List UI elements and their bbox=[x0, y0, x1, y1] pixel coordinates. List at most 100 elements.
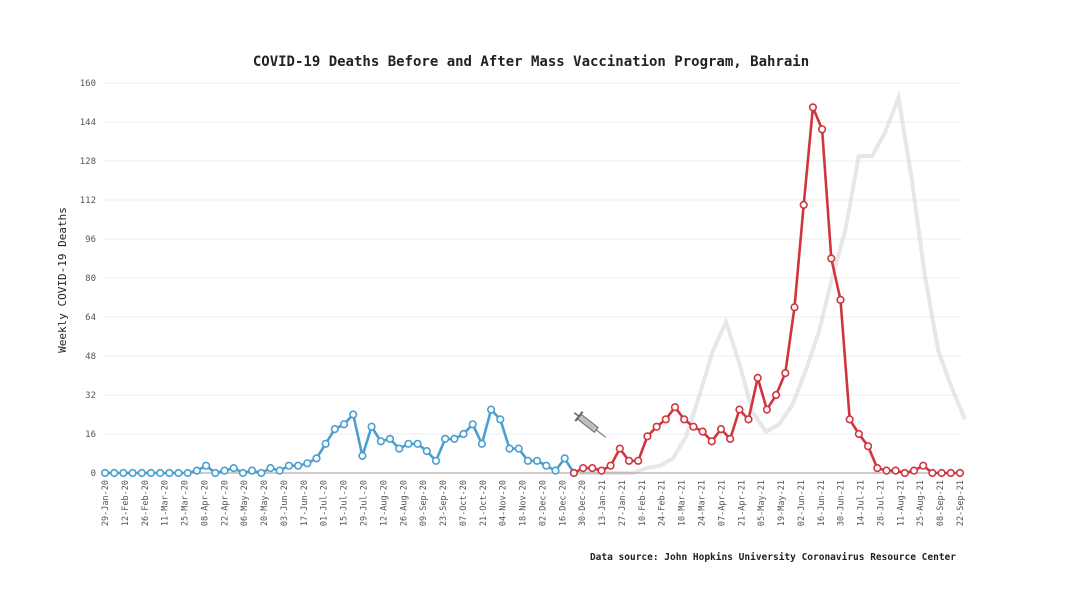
data-point bbox=[808, 103, 818, 112]
x-tick-label: 10-Feb-21 bbox=[638, 480, 648, 526]
x-tick-label: 08-Apr-20 bbox=[200, 480, 210, 526]
data-point bbox=[716, 425, 726, 434]
x-tick-label: 29-Jan-20 bbox=[101, 480, 111, 526]
data-point bbox=[165, 468, 174, 478]
data-point bbox=[532, 456, 542, 465]
data-point bbox=[477, 439, 487, 448]
x-tick-label: 03-Jun-20 bbox=[280, 480, 290, 526]
x-tick-label: 07-Oct-20 bbox=[459, 480, 469, 526]
data-point bbox=[248, 466, 257, 475]
data-point bbox=[606, 461, 615, 470]
x-tick-label: 11-Aug-21 bbox=[896, 480, 906, 526]
x-tick-label: 13-Jan-21 bbox=[598, 480, 608, 526]
data-point bbox=[624, 456, 634, 465]
x-tick-label: 02-Jun-21 bbox=[797, 480, 807, 526]
data-point bbox=[174, 468, 183, 478]
data-point bbox=[294, 461, 303, 470]
data-source-note: Data source: John Hopkins University Cor… bbox=[590, 552, 956, 563]
data-point bbox=[707, 437, 716, 446]
data-point bbox=[680, 415, 689, 424]
data-point bbox=[183, 468, 192, 478]
data-point bbox=[431, 456, 441, 465]
x-tick-label: 29-Jul-20 bbox=[359, 480, 369, 526]
data-point bbox=[946, 468, 955, 478]
data-point bbox=[845, 415, 854, 424]
data-point bbox=[110, 468, 119, 478]
x-tick-label: 01-Jul-20 bbox=[320, 480, 330, 526]
data-point bbox=[358, 451, 367, 461]
data-point bbox=[670, 403, 680, 412]
data-point bbox=[955, 468, 965, 478]
data-point bbox=[514, 444, 523, 453]
x-tick-label: 28-Jul-21 bbox=[876, 480, 886, 526]
y-tick-label: 32 bbox=[85, 391, 96, 401]
data-point bbox=[882, 466, 891, 475]
data-point bbox=[321, 439, 330, 448]
data-point bbox=[578, 464, 588, 473]
x-tick-label: 02-Dec-20 bbox=[538, 480, 548, 526]
data-point bbox=[385, 434, 395, 444]
data-point bbox=[339, 420, 349, 429]
data-point bbox=[726, 434, 735, 444]
data-point bbox=[652, 422, 661, 431]
gridlines bbox=[103, 82, 962, 435]
data-point bbox=[827, 254, 836, 263]
x-tick-label: 22-Apr-20 bbox=[220, 480, 230, 526]
data-point bbox=[220, 466, 229, 475]
data-point bbox=[349, 410, 358, 419]
data-point bbox=[873, 464, 882, 473]
x-tick-label: 12-Feb-20 bbox=[121, 480, 131, 526]
data-point bbox=[156, 468, 165, 478]
data-point bbox=[468, 420, 477, 429]
data-point bbox=[303, 459, 312, 468]
y-tick-label: 128 bbox=[80, 157, 96, 167]
data-point bbox=[422, 447, 431, 456]
x-tick-label: 26-Aug-20 bbox=[399, 480, 409, 526]
data-point bbox=[119, 468, 128, 478]
x-tick-label: 14-Jul-21 bbox=[857, 480, 867, 526]
data-point bbox=[496, 415, 505, 424]
data-point bbox=[542, 461, 551, 470]
data-point bbox=[762, 405, 772, 414]
data-point bbox=[487, 405, 496, 414]
syringe-icon bbox=[573, 411, 607, 438]
x-tick-label: 30-Dec-20 bbox=[578, 480, 588, 526]
data-point bbox=[146, 468, 156, 478]
x-tick-label: 08-Sep-21 bbox=[936, 480, 946, 526]
y-axis-label: Weekly COVID-19 Deaths bbox=[56, 207, 69, 353]
data-point bbox=[238, 468, 247, 478]
x-tick-label: 25-Aug-21 bbox=[916, 480, 926, 526]
x-tick-label: 09-Sep-20 bbox=[419, 480, 429, 526]
data-point bbox=[735, 405, 744, 414]
data-point bbox=[413, 439, 422, 448]
x-tick-label: 05-May-21 bbox=[757, 480, 767, 526]
data-point bbox=[551, 466, 560, 475]
data-point bbox=[560, 454, 569, 463]
data-point bbox=[661, 415, 670, 424]
data-point bbox=[569, 468, 579, 478]
data-point bbox=[523, 456, 533, 465]
y-tick-label: 160 bbox=[80, 79, 96, 89]
x-tick-label: 30-Jun-21 bbox=[837, 480, 847, 526]
data-point bbox=[211, 468, 220, 478]
data-point bbox=[891, 466, 900, 475]
x-tick-label: 16-Dec-20 bbox=[558, 480, 568, 526]
data-point bbox=[781, 369, 790, 378]
series-line-0 bbox=[105, 408, 575, 475]
ghost-line bbox=[580, 90, 967, 475]
y-tick-label: 16 bbox=[85, 430, 96, 440]
data-point bbox=[459, 429, 468, 439]
x-tick-label: 20-May-20 bbox=[260, 480, 270, 526]
data-point bbox=[643, 432, 652, 441]
data-point bbox=[937, 468, 946, 478]
data-point bbox=[753, 373, 762, 383]
x-tick-label: 26-Feb-20 bbox=[141, 480, 151, 526]
data-point bbox=[395, 444, 404, 453]
y-tick-label: 96 bbox=[85, 235, 96, 245]
y-tick-label: 80 bbox=[85, 274, 96, 284]
y-tick-label: 0 bbox=[91, 469, 96, 479]
data-point bbox=[790, 303, 799, 312]
x-tick-label: 15-Jul-20 bbox=[340, 480, 350, 526]
data-point bbox=[330, 425, 339, 434]
